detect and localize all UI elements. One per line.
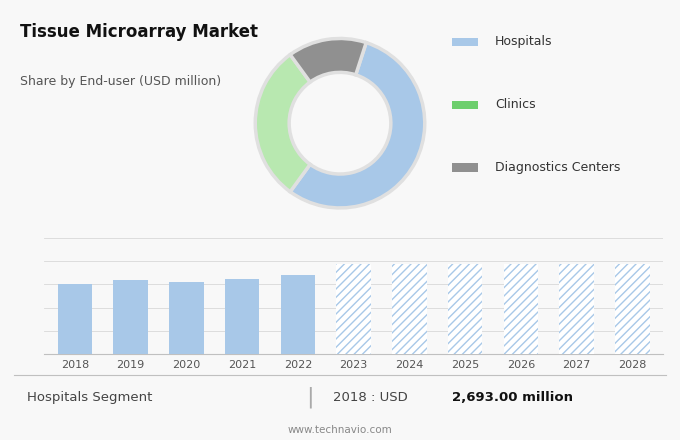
Bar [337,264,371,354]
Bar [452,100,478,110]
Text: 2018 : USD: 2018 : USD [333,391,412,404]
Bar [560,264,594,354]
Bar [615,264,649,354]
Text: Diagnostics Centers: Diagnostics Centers [495,161,620,174]
Bar [169,282,203,354]
Text: 2,693.00 million: 2,693.00 million [452,391,573,404]
Wedge shape [290,38,367,82]
Wedge shape [290,43,425,208]
Bar [448,264,482,354]
Bar [615,264,649,354]
Bar [452,37,478,46]
Text: Tissue Microarray Market: Tissue Microarray Market [20,23,258,41]
Bar [452,164,478,172]
Bar [560,264,594,354]
Bar [58,284,92,354]
Bar [337,264,371,354]
Bar [504,264,538,354]
Text: |: | [306,387,313,408]
Text: Share by End-user (USD million): Share by End-user (USD million) [20,75,222,88]
Bar [504,264,538,354]
Text: www.technavio.com: www.technavio.com [288,425,392,435]
Text: Clinics: Clinics [495,99,536,111]
Text: Hospitals: Hospitals [495,36,553,48]
Bar [114,280,148,354]
Bar [392,264,426,354]
Wedge shape [255,55,310,192]
Text: Hospitals Segment: Hospitals Segment [27,391,152,404]
Bar [281,275,315,354]
Bar [225,279,259,354]
Bar [448,264,482,354]
Bar [392,264,426,354]
